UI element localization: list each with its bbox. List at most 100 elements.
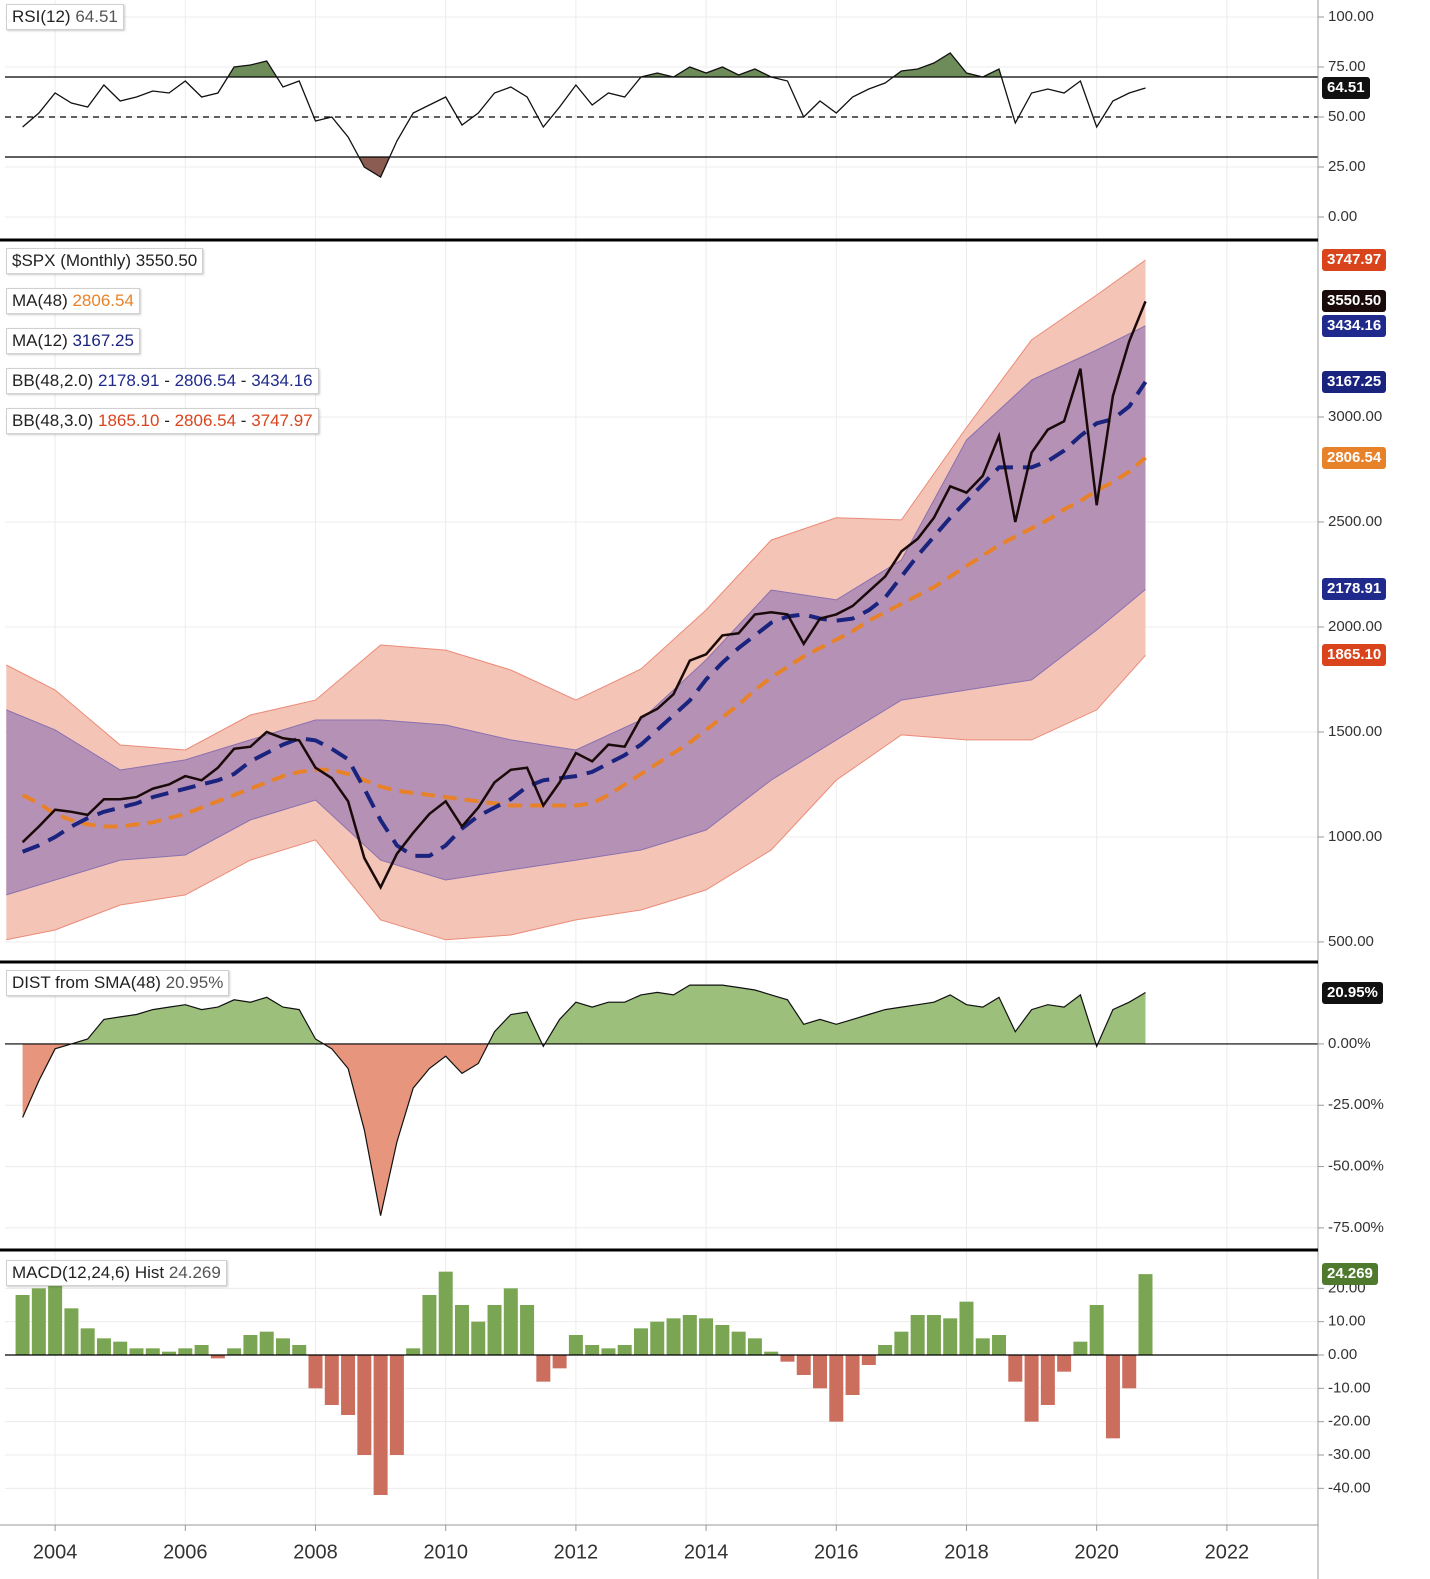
bar (845, 1355, 860, 1395)
legend-value: 3747.97 (251, 411, 313, 430)
bar (747, 1338, 762, 1355)
bar (780, 1355, 795, 1362)
bar (227, 1348, 242, 1355)
bar (324, 1355, 339, 1405)
bar (389, 1355, 404, 1455)
x-tick-label: 2004 (33, 1541, 78, 1563)
bar (31, 1288, 46, 1355)
bar (210, 1355, 225, 1359)
bar (699, 1318, 714, 1355)
legend-value: 2806.54 (174, 371, 237, 390)
band-fill (6, 325, 1146, 895)
oversold-fill (22, 157, 1146, 177)
y-tick-label: -25.00% (1328, 1096, 1384, 1113)
y-tick-label: 75.00 (1328, 58, 1366, 75)
legend-value: 2178.91 (98, 371, 160, 390)
value-badge: 2178.91 (1322, 578, 1387, 601)
legend: BB(48,3.0) 1865.10 - 2806.54 - 3747.97 (6, 408, 319, 434)
bar (1057, 1355, 1072, 1372)
value-badge: 64.51 (1322, 76, 1370, 99)
bar (357, 1355, 372, 1455)
bar (341, 1355, 356, 1415)
legend-value: 64.51 (75, 7, 118, 26)
bar (682, 1315, 697, 1355)
bar (764, 1351, 779, 1355)
bar (520, 1305, 535, 1355)
x-tick-label: 2012 (554, 1541, 599, 1563)
marks (5, 52, 1318, 1495)
x-tick-label: 2018 (944, 1541, 989, 1563)
legend: $SPX (Monthly) 3550.50 (6, 248, 204, 274)
bar (992, 1335, 1007, 1355)
legend: MA(12) 3167.25 (6, 328, 140, 354)
value-badge: 1865.10 (1322, 644, 1387, 667)
bar (617, 1345, 632, 1355)
bar (438, 1271, 453, 1355)
bar (487, 1305, 502, 1355)
bar (552, 1355, 567, 1369)
bar (878, 1345, 893, 1355)
bar (96, 1338, 111, 1355)
bar (715, 1325, 730, 1355)
y-tick-label: 50.00 (1328, 108, 1366, 125)
bar (471, 1321, 486, 1355)
bar (243, 1335, 258, 1355)
bar (1138, 1274, 1153, 1355)
legend-value: 1865.10 (98, 411, 160, 430)
price-line (21, 380, 1148, 858)
bar (633, 1328, 648, 1355)
x-tick-label: 2014 (684, 1541, 729, 1563)
y-tick-label: 1000.00 (1328, 828, 1382, 845)
legend-value: 2806.54 (72, 291, 134, 310)
bar (113, 1341, 128, 1355)
y-tick-label: 0.00 (1328, 208, 1357, 225)
legend-value: 20.95% (165, 973, 224, 992)
bar (145, 1348, 160, 1355)
bar (959, 1301, 974, 1355)
legend-value: 2806.54 (174, 411, 237, 430)
y-tick-label: 100.00 (1328, 8, 1374, 25)
bar (1040, 1355, 1055, 1405)
bar (194, 1345, 209, 1355)
bar (292, 1345, 307, 1355)
bar (536, 1355, 551, 1382)
legend-value: 3167.25 (72, 331, 134, 350)
bar (926, 1315, 941, 1355)
y-tick-label: 1500.00 (1328, 723, 1382, 740)
bar (1073, 1341, 1088, 1355)
x-tick-label: 2006 (163, 1541, 208, 1563)
x-tick-label: 2020 (1074, 1541, 1119, 1563)
bar (308, 1355, 323, 1389)
y-tick-label: 25.00 (1328, 158, 1366, 175)
band-upper (6, 325, 1146, 771)
y-tick-label: 0.00 (1328, 1346, 1357, 1363)
bar (650, 1321, 665, 1355)
x-tick-label: 2016 (814, 1541, 859, 1563)
legend-name: RSI(12) (12, 7, 71, 26)
bar (585, 1345, 600, 1355)
bar (129, 1348, 144, 1355)
legend-name: MACD(12,24,6) Hist (12, 1263, 165, 1282)
bar (1089, 1305, 1104, 1355)
bar (503, 1288, 518, 1355)
bar (15, 1295, 30, 1355)
bar (813, 1355, 828, 1389)
legend-name: BB(48,2.0) (12, 371, 94, 390)
bar (796, 1355, 811, 1375)
x-tick-label: 2022 (1205, 1541, 1250, 1563)
band-lower (6, 654, 1146, 941)
y-tick-label: 3000.00 (1328, 408, 1382, 425)
bar (943, 1318, 958, 1355)
value-badge: 24.269 (1322, 1263, 1378, 1286)
legend-name: DIST from SMA(48) (12, 973, 161, 992)
price-line (21, 300, 1147, 891)
band-upper (6, 259, 1146, 751)
bar (178, 1348, 193, 1355)
grid (5, 0, 1318, 1525)
y-tick-label: -30.00 (1328, 1446, 1371, 1463)
y-tick-label: -20.00 (1328, 1413, 1371, 1430)
bar (64, 1308, 79, 1355)
overbought-fill (22, 53, 1146, 77)
bar (422, 1295, 437, 1355)
